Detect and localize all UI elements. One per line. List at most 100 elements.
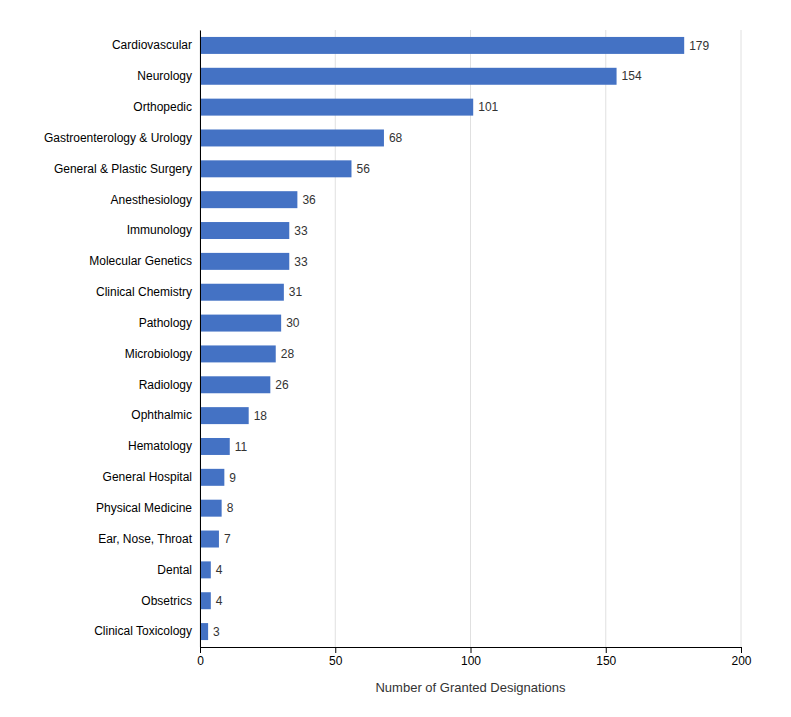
- tick-label: 150: [596, 654, 616, 668]
- data-label: 26: [275, 378, 289, 392]
- tick-label: 50: [329, 654, 343, 668]
- data-label: 7: [224, 532, 231, 546]
- tick: Pathology: [139, 316, 200, 330]
- tick-label: Gastroenterology & Urology: [44, 131, 192, 145]
- grid-line: [470, 30, 471, 647]
- bar: [200, 376, 270, 393]
- bar: [200, 99, 473, 116]
- data-label: 36: [302, 193, 316, 207]
- tick-label: Neurology: [137, 69, 192, 83]
- x-axis-title: Number of Granted Designations: [375, 680, 566, 695]
- tick-label: Pathology: [139, 316, 192, 330]
- tick: 150: [596, 647, 616, 668]
- y-axis: Clinical Toxicology Obsetrics Dental Ear, N…: [44, 31, 201, 648]
- tick-mark: [200, 647, 201, 653]
- tick-label: Clinical Chemistry: [96, 285, 192, 299]
- tick: 100: [461, 647, 481, 668]
- x-axis: 0 50 100 150 200: [197, 647, 752, 668]
- bar: [200, 129, 384, 146]
- bar: [200, 284, 284, 301]
- bar: [200, 191, 297, 208]
- tick: Physical Medicine: [96, 501, 200, 515]
- tick-label: Radiology: [139, 378, 192, 392]
- tick-label: Microbiology: [125, 347, 192, 361]
- data-label: 154: [622, 69, 642, 83]
- bar: [200, 500, 222, 517]
- tick-label: Molecular Genetics: [89, 254, 192, 268]
- data-label: 33: [294, 255, 308, 269]
- data-label: 33: [294, 224, 308, 238]
- tick: Clinical Chemistry: [96, 285, 200, 299]
- data-label: 101: [478, 100, 498, 114]
- grid-line: [335, 30, 336, 647]
- data-label: 9: [229, 471, 236, 485]
- data-label: 11: [235, 440, 248, 454]
- bar: [200, 37, 684, 54]
- tick-label: 200: [731, 654, 751, 668]
- bar: [200, 68, 617, 85]
- data-label: 30: [286, 316, 300, 330]
- data-label: 28: [281, 347, 295, 361]
- tick-label: 0: [197, 654, 204, 668]
- tick-label: Anesthesiology: [111, 193, 192, 207]
- bar: [200, 438, 230, 455]
- tick: Anesthesiology: [111, 193, 200, 207]
- tick-label: Cardiovascular: [112, 38, 192, 52]
- tick-mark: [741, 647, 742, 653]
- data-label: 8: [227, 501, 234, 515]
- data-label: 179: [689, 39, 709, 53]
- grid: [200, 30, 741, 647]
- tick: Ophthalmic: [131, 408, 200, 422]
- tick: 0: [197, 647, 204, 668]
- tick-label: Dental: [157, 563, 192, 577]
- tick: Ear, Nose, Throat: [98, 532, 200, 546]
- bar: [200, 592, 211, 609]
- bar: [200, 253, 289, 270]
- tick-label: Physical Medicine: [96, 501, 192, 515]
- tick: Clinical Toxicology: [94, 624, 200, 638]
- axis-line: [200, 31, 201, 648]
- tick: Dental: [157, 563, 200, 577]
- tick: Molecular Genetics: [89, 254, 200, 268]
- tick: Gastroenterology & Urology: [44, 131, 200, 145]
- data-label: 68: [389, 131, 403, 145]
- tick: General Hospital: [103, 470, 200, 484]
- tick: Immunology: [127, 223, 200, 237]
- tick-label: Hematology: [128, 439, 192, 453]
- data-labels: 3447891118262830313333365668101154179: [213, 39, 709, 639]
- data-label: 18: [254, 409, 268, 423]
- tick-mark: [606, 647, 607, 653]
- data-label: 4: [216, 563, 223, 577]
- bar: [200, 345, 276, 362]
- tick-label: 100: [461, 654, 481, 668]
- tick: Radiology: [139, 378, 200, 392]
- tick: Cardiovascular: [112, 38, 200, 52]
- data-label: 4: [216, 594, 223, 608]
- plot: 0 50 100 150 200 Clinical Toxicology Obsetrics…: [44, 30, 752, 695]
- tick: Orthopedic: [133, 100, 200, 114]
- data-label: 56: [356, 162, 370, 176]
- bar: [200, 623, 208, 640]
- bar: [200, 407, 249, 424]
- bars: [200, 37, 684, 640]
- tick: 50: [329, 647, 343, 668]
- bar: [200, 561, 211, 578]
- bar: [200, 469, 224, 486]
- tick: General & Plastic Surgery: [54, 162, 200, 176]
- tick: Hematology: [128, 439, 200, 453]
- tick: 200: [731, 647, 751, 668]
- chart: 0 50 100 150 200 Clinical Toxicology Obsetrics…: [0, 0, 791, 717]
- data-label: 31: [289, 285, 303, 299]
- bar: [200, 315, 281, 332]
- tick-label: General & Plastic Surgery: [54, 162, 192, 176]
- bar: [200, 531, 219, 548]
- tick-label: Clinical Toxicology: [94, 624, 192, 638]
- tick-mark: [471, 647, 472, 653]
- tick-label: Immunology: [127, 223, 192, 237]
- grid-line: [605, 30, 606, 647]
- grid-line: [200, 30, 201, 647]
- tick: Neurology: [137, 69, 200, 83]
- bar: [200, 160, 351, 177]
- tick-label: Obsetrics: [141, 594, 192, 608]
- axis-line: [201, 648, 742, 654]
